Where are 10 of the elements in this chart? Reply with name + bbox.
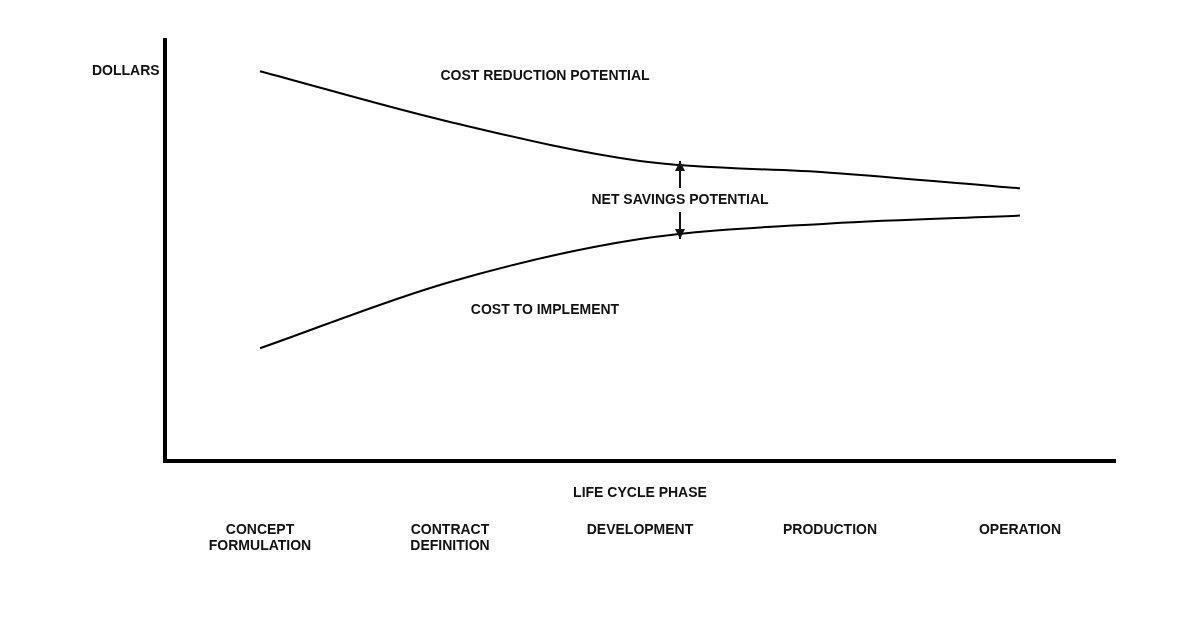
x-tick-label: CONCEPT FORMULATION	[208, 520, 312, 554]
text: COST REDUCTION POTENTIAL	[440, 67, 651, 84]
x-tick-label: PRODUCTION	[782, 520, 878, 537]
series-label: COST TO IMPLEMENT	[470, 300, 620, 317]
y-axis-title: DOLLARS	[92, 62, 160, 78]
x-tick-label: CONTRACT DEFINITION	[410, 520, 490, 554]
x-axis-title: LIFE CYCLE PHASE	[573, 484, 707, 501]
annotation: NET SAVINGS POTENTIAL	[591, 190, 769, 207]
x-tick-label: DEVELOPMENT	[586, 520, 694, 537]
x-tick-label: OPERATION	[978, 520, 1062, 537]
